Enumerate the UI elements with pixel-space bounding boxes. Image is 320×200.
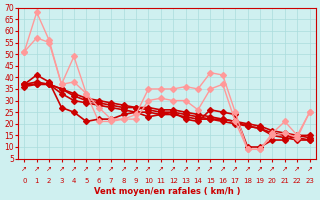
- X-axis label: Vent moyen/en rafales ( km/h ): Vent moyen/en rafales ( km/h ): [94, 187, 240, 196]
